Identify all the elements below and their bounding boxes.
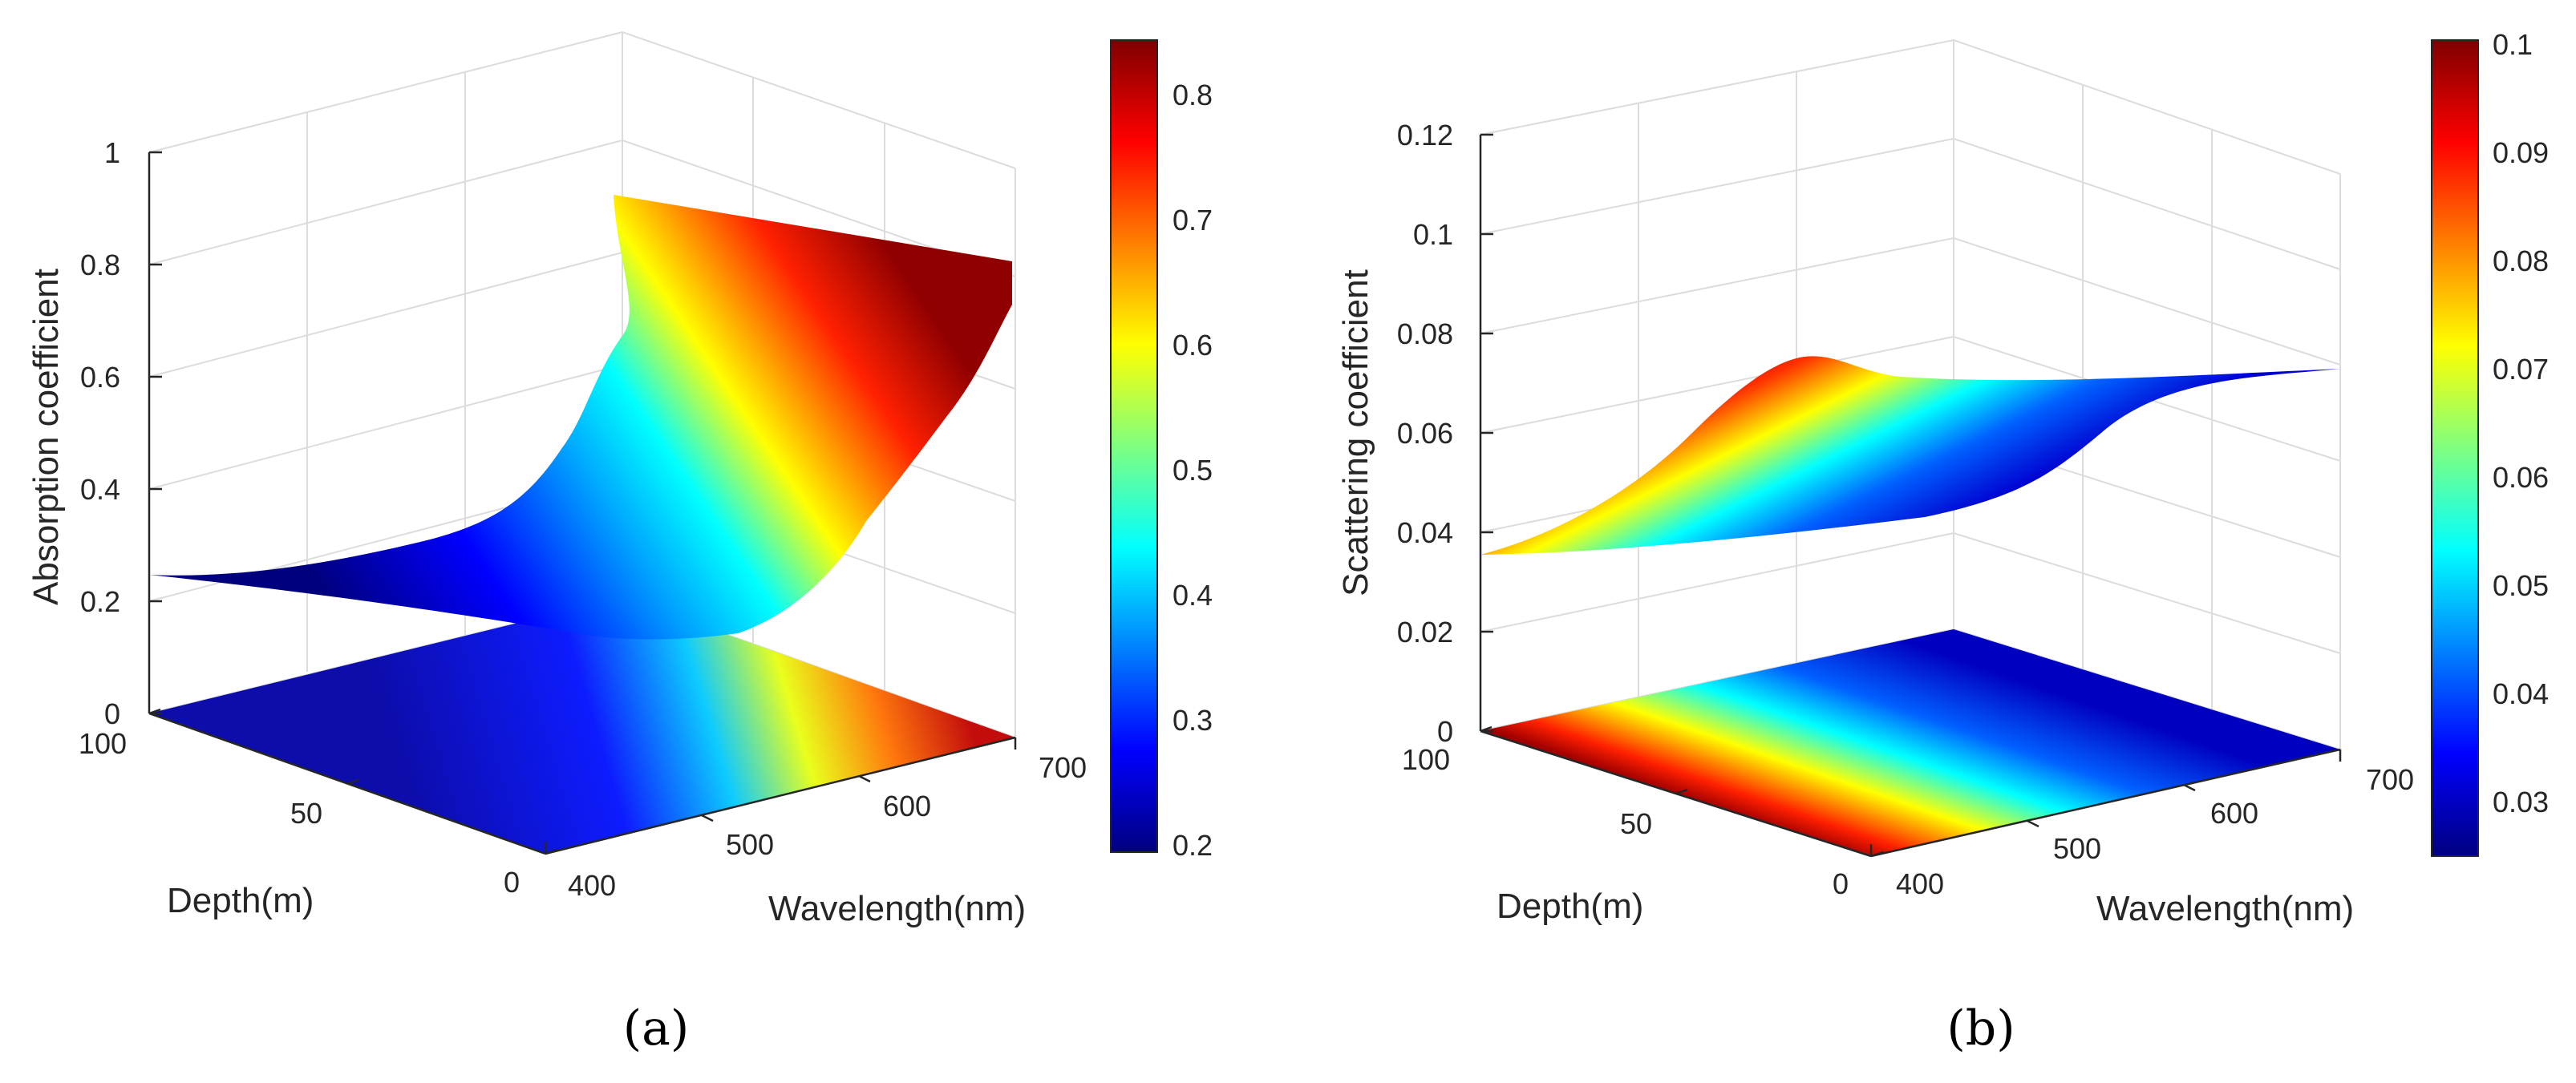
panel-a-x-axis-title: Wavelength(nm) <box>768 889 1026 928</box>
panel-a-cbar-tick-0.4: 0.4 <box>1173 579 1213 612</box>
panel-b-x-tick-labels: 400 500 600 700 <box>1896 763 2414 900</box>
panel-b-colorbar <box>2431 39 2479 857</box>
panel-b-z-tick-0: 0 <box>1437 715 1453 748</box>
panel-a-cbar-tick-0.8: 0.8 <box>1173 79 1213 111</box>
panel-b-x-tick-600: 600 <box>2210 797 2258 830</box>
panel-b-y-axis-title: Depth(m) <box>1497 887 1643 926</box>
panel-b-cbar-tick-0.09: 0.09 <box>2493 136 2549 169</box>
panel-b-y-tick-100: 100 <box>1402 743 1450 776</box>
panel-a-y-axis-title: Depth(m) <box>167 881 314 920</box>
panel-b-cbar-tick-0.06: 0.06 <box>2493 461 2549 494</box>
panel-a-z-tick-0: 0 <box>104 697 120 730</box>
panel-a-surface <box>149 195 1012 640</box>
panel-b-y-tick-0: 0 <box>1833 867 1849 900</box>
panel-a-z-tick-5: 1 <box>104 136 120 169</box>
panel-b-cbar-tick-0.04: 0.04 <box>2493 677 2549 710</box>
panel-b-colorbar-ticks: 0.03 0.04 0.05 0.06 0.07 0.08 0.09 0.1 <box>2493 28 2549 818</box>
panel-a-x-tick-600: 600 <box>883 790 931 822</box>
panel-b-x-tick-700: 700 <box>2366 763 2414 796</box>
panel-a-cbar-tick-0.5: 0.5 <box>1173 454 1213 487</box>
panel-a-x-tick-labels: 400 500 600 700 <box>568 751 1087 902</box>
panel-b-cbar-tick-0.08: 0.08 <box>2493 244 2549 277</box>
panel-a-z-tick-4: 0.8 <box>80 249 120 281</box>
panel-a-y-tick-0: 0 <box>504 866 520 899</box>
panel-a-z-tick-labels: 0 0.2 0.4 0.6 0.8 1 <box>80 136 120 730</box>
panel-a-y-tick-labels: 100 50 0 <box>79 727 520 899</box>
panel-b-caption: (b) <box>1946 1000 2015 1057</box>
panel-b-x-tick-400: 400 <box>1896 867 1944 900</box>
panel-a-y-tick-100: 100 <box>79 727 127 760</box>
panel-b-x-axis-title: Wavelength(nm) <box>2096 889 2354 928</box>
panel-b-z-tick-4: 0.08 <box>1397 317 1453 350</box>
panel-b-z-tick-2: 0.04 <box>1397 516 1453 549</box>
panel-b-tick-marks <box>1480 133 2342 858</box>
panel-a-cbar-tick-0.7: 0.7 <box>1173 204 1213 236</box>
panel-a-caption: (a) <box>623 1000 690 1057</box>
panel-b-y-tick-labels: 100 50 0 <box>1402 743 1849 900</box>
panel-a-y-tick-50: 50 <box>290 797 322 830</box>
panel-b: 0 0.02 0.04 0.06 0.08 0.1 0.12 100 50 0 … <box>1336 28 2549 1057</box>
panel-b-z-axis-title: Scattering coefficient <box>1336 269 1375 596</box>
panel-a-cbar-tick-0.6: 0.6 <box>1173 329 1213 362</box>
panel-a-tick-marks <box>148 151 1017 855</box>
panel-b-z-tick-labels: 0 0.02 0.04 0.06 0.08 0.1 0.12 <box>1397 119 1453 748</box>
panel-a-x-tick-700: 700 <box>1039 751 1087 784</box>
panel-a-z-tick-1: 0.2 <box>80 585 120 618</box>
panel-b-cbar-tick-0.05: 0.05 <box>2493 569 2549 602</box>
panel-a-x-tick-400: 400 <box>568 869 616 902</box>
panel-a: 0 0.2 0.4 0.6 0.8 1 100 50 0 400 500 600… <box>26 30 1213 1057</box>
panel-a-cbar-tick-0.3: 0.3 <box>1173 704 1213 737</box>
panel-b-surface <box>1480 356 2340 555</box>
panel-a-cbar-tick-0.2: 0.2 <box>1173 829 1213 862</box>
panel-b-cbar-tick-0.03: 0.03 <box>2493 786 2549 818</box>
panel-b-z-tick-6: 0.12 <box>1397 119 1453 152</box>
panel-a-z-tick-2: 0.4 <box>80 473 120 506</box>
panel-b-z-tick-1: 0.02 <box>1397 616 1453 649</box>
panel-b-z-tick-5: 0.1 <box>1413 218 1453 251</box>
panel-b-x-tick-500: 500 <box>2053 832 2101 865</box>
panel-b-y-tick-50: 50 <box>1620 807 1652 840</box>
panel-a-x-tick-500: 500 <box>726 828 774 861</box>
panel-b-z-tick-3: 0.06 <box>1397 417 1453 450</box>
panel-b-cbar-tick-0.07: 0.07 <box>2493 353 2549 386</box>
panel-a-colorbar-ticks: 0.2 0.3 0.4 0.5 0.6 0.7 0.8 <box>1173 79 1213 862</box>
panel-a-z-axis-title: Absorption coefficient <box>26 269 66 605</box>
panel-a-colorbar <box>1110 39 1158 853</box>
panel-a-z-tick-3: 0.6 <box>80 361 120 394</box>
panel-b-cbar-tick-0.1: 0.1 <box>2493 28 2533 61</box>
